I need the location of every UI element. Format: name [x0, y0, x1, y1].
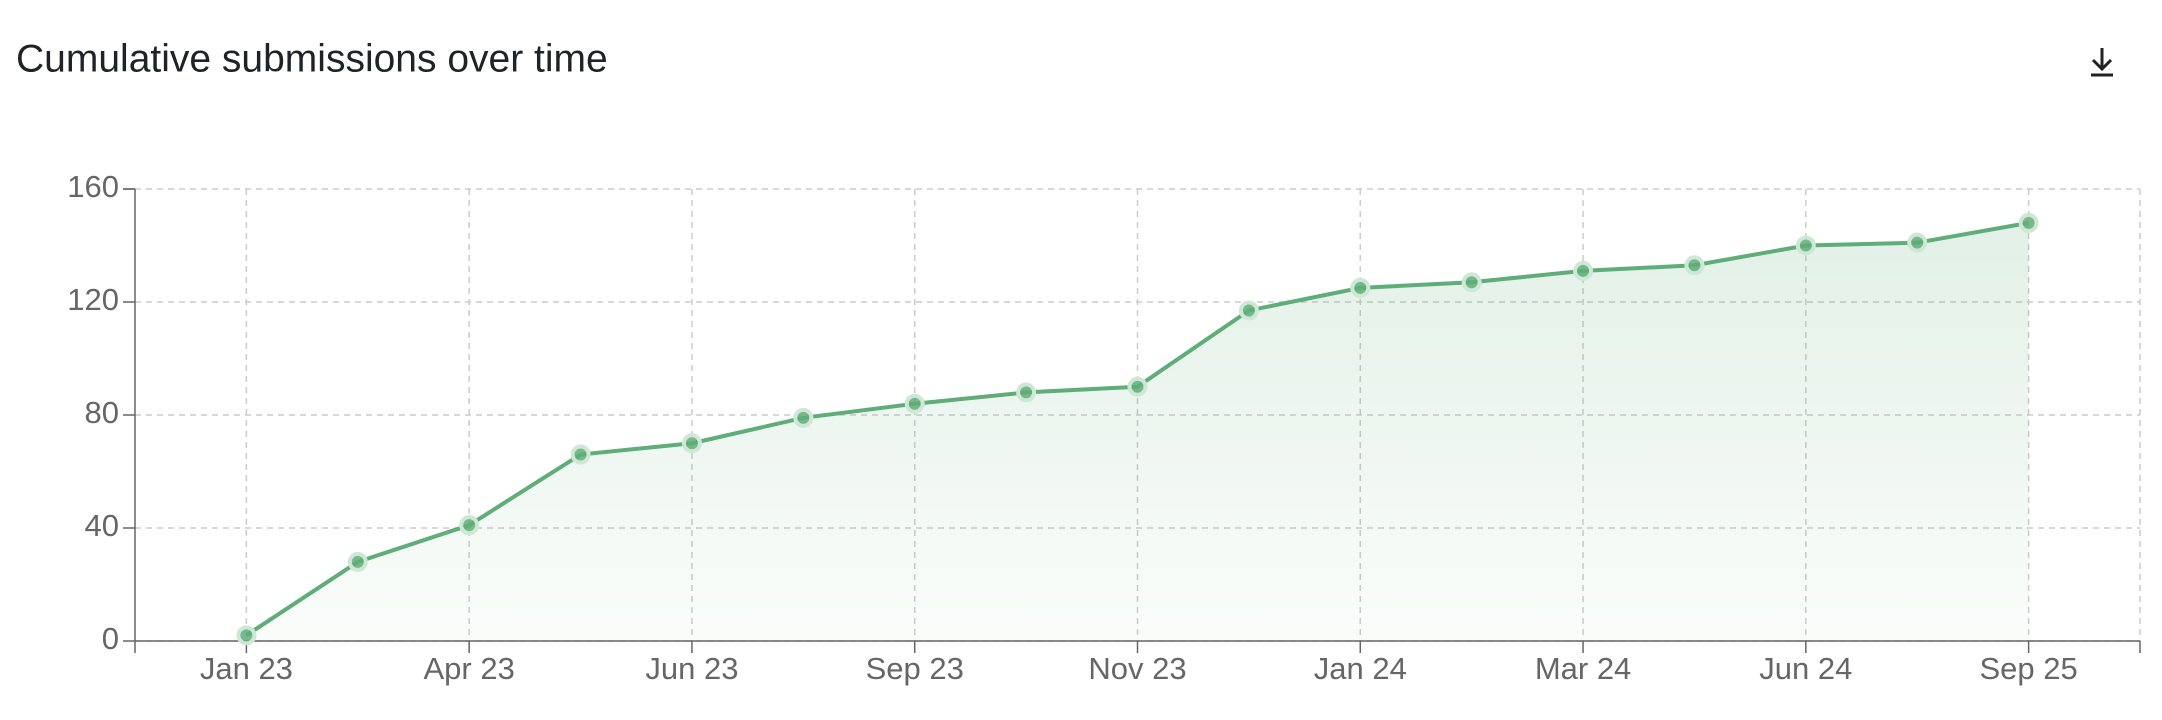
x-tick-label: Jun 24 [1759, 651, 1852, 686]
point [236, 625, 257, 646]
point [1350, 277, 1371, 298]
x-tick-label: Nov 23 [1088, 651, 1186, 686]
x-tick-label: Jan 24 [1314, 651, 1407, 686]
y-tick-label: 80 [85, 395, 119, 430]
area [246, 222, 2029, 641]
chart-title: Cumulative submissions over time [16, 37, 608, 80]
y-tick-label: 40 [85, 508, 119, 543]
point [1573, 260, 1594, 281]
y-tick-label: 0 [102, 621, 119, 656]
point [681, 433, 702, 454]
point [570, 444, 591, 465]
point [1461, 272, 1482, 293]
x-tick-label: Sep 25 [1979, 651, 2077, 686]
point [1684, 255, 1705, 276]
point [1907, 232, 1928, 253]
point [1795, 235, 1816, 256]
point [2018, 212, 2039, 233]
point [347, 551, 368, 572]
download-button[interactable] [2091, 48, 2113, 77]
x-tick-label: Apr 23 [423, 651, 514, 686]
y-tick-label: 120 [67, 282, 119, 317]
point [1127, 376, 1148, 397]
x-tick-label: Jan 23 [200, 651, 293, 686]
y-tick-label: 160 [67, 169, 119, 204]
point [1238, 300, 1259, 321]
point [459, 515, 480, 536]
point [793, 407, 814, 428]
point [904, 393, 925, 414]
x-tick-label: Sep 23 [866, 651, 964, 686]
x-tick-label: Jun 23 [645, 651, 738, 686]
x-tick-label: Mar 24 [1535, 651, 1631, 686]
point [1016, 382, 1037, 403]
